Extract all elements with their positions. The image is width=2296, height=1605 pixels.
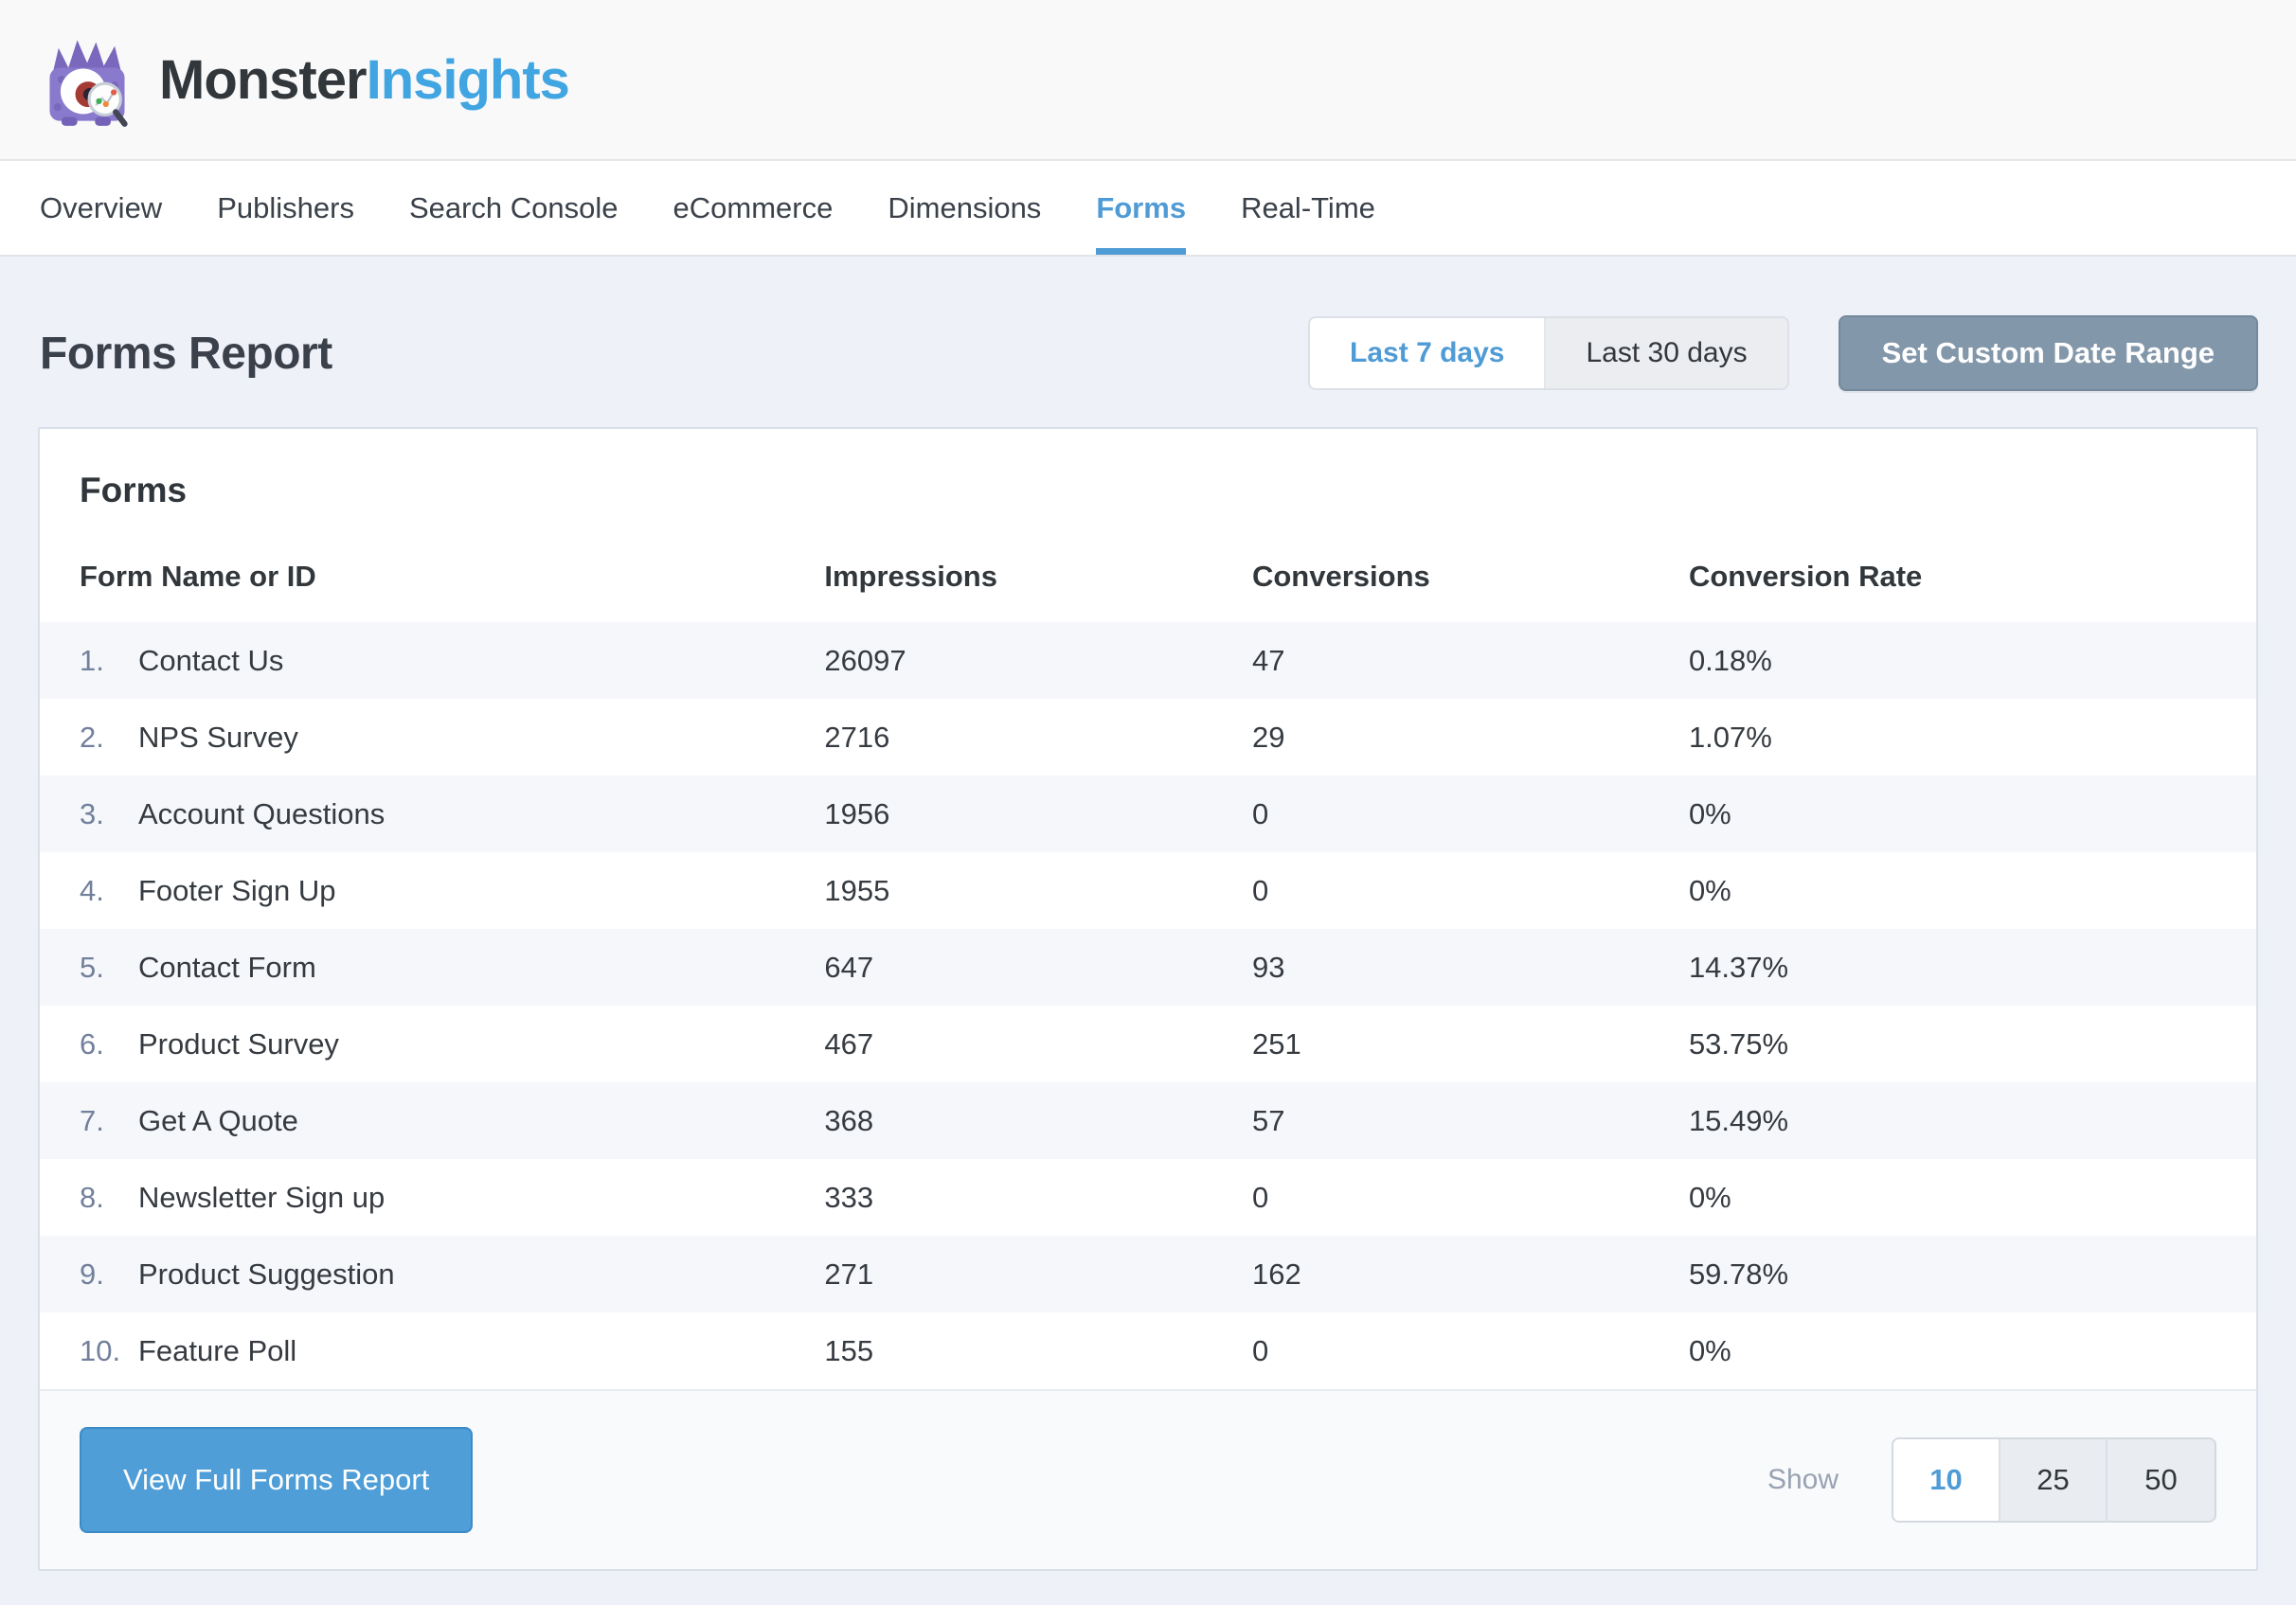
card-title: Forms <box>80 471 188 509</box>
page-size-25[interactable]: 25 <box>2000 1439 2108 1521</box>
row-rank: 4. <box>80 873 104 907</box>
row-rank: 7. <box>80 1103 104 1137</box>
impressions-value: 647 <box>824 950 874 984</box>
conversions-value: 0 <box>1251 873 1269 907</box>
row-rank: 5. <box>80 950 104 984</box>
impressions-value: 2716 <box>824 720 890 754</box>
nav-tab-publishers[interactable]: Publishers <box>217 190 354 224</box>
row-rank: 10. <box>80 1333 121 1367</box>
conversion-rate-value: 0% <box>1688 796 1731 830</box>
form-name: Account Questions <box>138 796 386 830</box>
row-rank: 6. <box>80 1026 104 1061</box>
page-title: Forms Report <box>40 328 332 379</box>
table-header-row: Form Name or ID Impressions Conversions … <box>40 535 2256 622</box>
conversions-value: 0 <box>1251 1180 1269 1214</box>
conversion-rate-value: 53.75% <box>1688 1026 1789 1061</box>
brand-name-dark: Monster <box>159 48 368 111</box>
form-name: Contact Form <box>138 950 316 984</box>
column-header-form-name: Form Name or ID <box>80 560 316 593</box>
conversions-value: 93 <box>1251 950 1285 984</box>
impressions-value: 368 <box>824 1103 874 1137</box>
conversions-value: 57 <box>1251 1103 1285 1137</box>
page-size-50[interactable]: 50 <box>2144 1463 2178 1496</box>
impressions-value: 155 <box>824 1333 874 1367</box>
date-preset-last-30-days[interactable]: Last 30 days <box>1586 337 1748 368</box>
nav-tab-dimensions[interactable]: Dimensions <box>888 190 1042 224</box>
conversion-rate-value: 1.07% <box>1688 720 1772 754</box>
show-label: Show <box>1767 1464 1839 1495</box>
nav-tab-overview[interactable]: Overview <box>40 190 163 224</box>
conversion-rate-value: 0% <box>1688 1180 1731 1214</box>
date-preset-toggle: Last 7 days Last 30 days <box>1308 316 1789 390</box>
nav-tab-search-console[interactable]: Search Console <box>408 190 619 224</box>
impressions-value: 271 <box>824 1257 874 1291</box>
set-custom-date-range-button[interactable]: Set Custom Date Range <box>1838 315 2258 391</box>
row-rank: 3. <box>80 796 104 830</box>
view-full-forms-report-button[interactable]: View Full Forms Report <box>80 1427 474 1533</box>
monster-mascot-icon <box>49 40 128 127</box>
page-size-10[interactable]: 10 <box>1893 1439 2000 1521</box>
conversions-value: 29 <box>1251 720 1285 754</box>
table-row: 3. Account Questions 1956 0 0% <box>40 776 2256 852</box>
row-rank: 8. <box>80 1180 104 1214</box>
date-range-controls: Last 7 days Last 30 days Set Custom Date… <box>1308 315 2258 391</box>
date-preset-last-7-days[interactable]: Last 7 days <box>1310 318 1547 388</box>
column-header-conversion-rate: Conversion Rate <box>1688 560 1923 593</box>
conversions-value: 162 <box>1251 1257 1301 1291</box>
table-row: 5. Contact Form 647 93 14.37% <box>40 929 2256 1006</box>
forms-report-card: Forms Form Name or ID Impressions Conver… <box>38 427 2258 1571</box>
nav-tab-forms[interactable]: Forms <box>1096 161 1187 255</box>
form-name: Product Survey <box>138 1026 339 1061</box>
table-row: 8. Newsletter Sign up 333 0 0% <box>40 1159 2256 1236</box>
table-row: 1. Contact Us 26097 47 0.18% <box>40 622 2256 699</box>
brand-logo: MonsterInsights <box>38 30 570 129</box>
conversions-value: 47 <box>1251 643 1285 677</box>
table-row: 6. Product Survey 467 251 53.75% <box>40 1006 2256 1082</box>
form-name: Get A Quote <box>138 1103 298 1137</box>
row-rank: 2. <box>80 720 104 754</box>
brand-name-accent: Insights <box>366 48 570 111</box>
impressions-value: 1955 <box>824 873 890 907</box>
table-row: 4. Footer Sign Up 1955 0 0% <box>40 852 2256 929</box>
impressions-value: 1956 <box>824 796 890 830</box>
report-nav: Overview Publishers Search Console eComm… <box>0 161 2296 257</box>
row-rank: 1. <box>80 643 104 677</box>
impressions-value: 467 <box>824 1026 874 1061</box>
nav-tab-ecommerce[interactable]: eCommerce <box>673 190 834 224</box>
conversion-rate-value: 14.37% <box>1688 950 1789 984</box>
conversion-rate-value: 0.18% <box>1688 643 1772 677</box>
form-name: Newsletter Sign up <box>138 1180 386 1214</box>
conversion-rate-value: 59.78% <box>1688 1257 1789 1291</box>
brand-wordmark: MonsterInsights <box>159 48 570 112</box>
form-name: NPS Survey <box>138 720 298 754</box>
row-rank: 9. <box>80 1257 104 1291</box>
table-row: 2. NPS Survey 2716 29 1.07% <box>40 699 2256 776</box>
conversions-value: 0 <box>1251 1333 1269 1367</box>
table-row: 7. Get A Quote 368 57 15.49% <box>40 1082 2256 1159</box>
app-header: MonsterInsights <box>0 0 2296 161</box>
impressions-value: 26097 <box>824 643 906 677</box>
nav-tab-real-time[interactable]: Real-Time <box>1241 190 1375 224</box>
form-name: Contact Us <box>138 643 284 677</box>
column-header-conversions: Conversions <box>1251 560 1430 593</box>
conversion-rate-value: 15.49% <box>1688 1103 1789 1137</box>
pagination-controls: Show 10 25 50 <box>1767 1437 2216 1523</box>
page-head: Forms Report Last 7 days Last 30 days Se… <box>0 257 2296 391</box>
impressions-value: 333 <box>824 1180 874 1214</box>
forms-table: Form Name or ID Impressions Conversions … <box>40 535 2256 1389</box>
table-row: 9. Product Suggestion 271 162 59.78% <box>40 1236 2256 1312</box>
conversions-value: 251 <box>1251 1026 1301 1061</box>
conversion-rate-value: 0% <box>1688 873 1731 907</box>
page-size-toggle: 10 25 50 <box>1892 1437 2216 1523</box>
card-footer: View Full Forms Report Show 10 25 50 <box>40 1389 2256 1569</box>
column-header-impressions: Impressions <box>824 560 997 593</box>
table-row: 10. Feature Poll 155 0 0% <box>40 1312 2256 1389</box>
form-name: Product Suggestion <box>138 1257 395 1291</box>
conversions-value: 0 <box>1251 796 1269 830</box>
form-name: Footer Sign Up <box>138 873 336 907</box>
form-name: Feature Poll <box>138 1333 297 1367</box>
conversion-rate-value: 0% <box>1688 1333 1731 1367</box>
